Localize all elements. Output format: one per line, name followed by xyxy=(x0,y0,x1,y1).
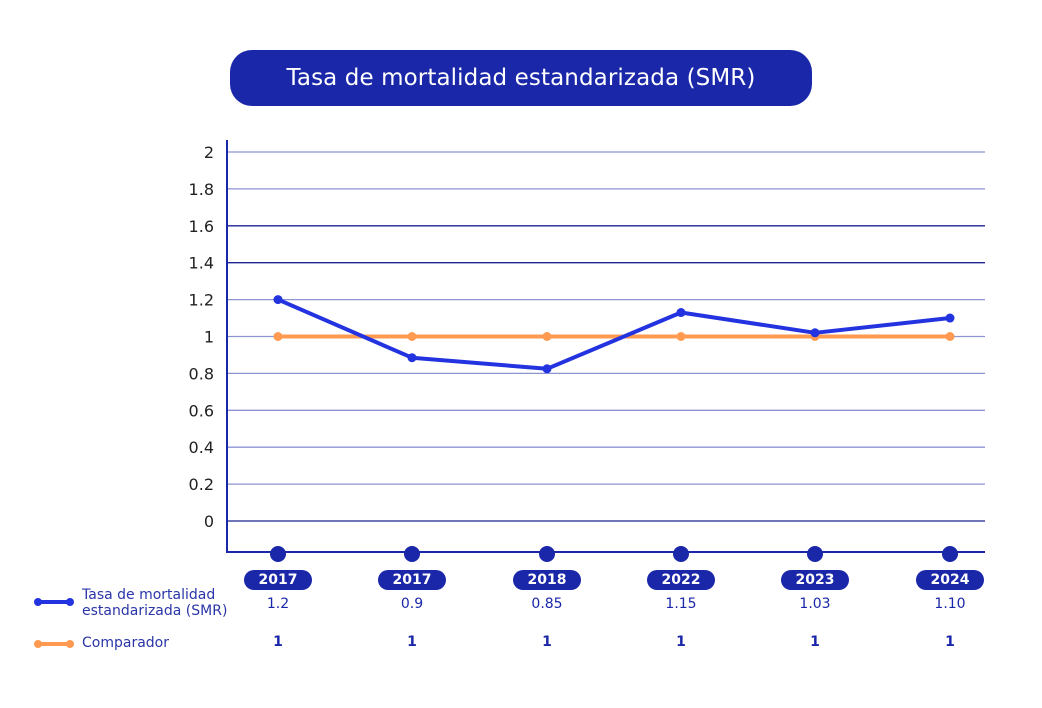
data-point-comparador xyxy=(676,332,686,341)
x-tick-marker xyxy=(807,546,823,562)
x-tick-label: 2023 xyxy=(781,570,849,590)
y-tick-labels: 2 1.8 1.6 1.4 1.2 1 0.8 0.6 0.4 0.2 0 xyxy=(189,143,214,531)
data-point-comparador xyxy=(273,332,283,341)
x-tick-label: 2017 xyxy=(244,570,312,590)
x-tick-label: 2024 xyxy=(916,570,984,590)
legend-swatch-smr xyxy=(34,598,74,606)
y-tick-label: 1.4 xyxy=(189,254,214,273)
legend-item-smr: Tasa de mortalidad estandarizada (SMR) xyxy=(34,586,256,622)
data-label-comparador: 1 xyxy=(810,634,820,650)
y-tick-label: 0.8 xyxy=(189,364,214,383)
x-tick-label: 2018 xyxy=(513,570,581,590)
data-label-comparador: 1 xyxy=(407,634,417,650)
data-label-smr: 1.03 xyxy=(799,596,831,612)
y-tick-label: 0 xyxy=(204,512,214,531)
data-label-smr: 1.15 xyxy=(665,596,697,612)
legend-swatch-comparador xyxy=(34,640,74,648)
data-point-smr xyxy=(273,295,283,305)
x-tick-marker xyxy=(270,546,286,562)
data-point-smr xyxy=(810,328,820,338)
data-label-smr: 0.9 xyxy=(400,596,424,612)
chart-title: Tasa de mortalidad estandarizada (SMR) xyxy=(230,50,812,106)
data-label-comparador: 1 xyxy=(945,634,955,650)
data-label-smr: 0.85 xyxy=(531,596,563,612)
legend-label-comparador: Comparador xyxy=(82,635,169,651)
data-label-comparador: 1 xyxy=(273,634,283,650)
data-point-smr xyxy=(407,353,417,363)
data-label-smr: 1.2 xyxy=(266,596,290,612)
x-tick-label: 2022 xyxy=(647,570,715,590)
y-tick-label: 0.2 xyxy=(189,475,214,494)
data-point-smr xyxy=(945,313,955,323)
series-lines xyxy=(273,295,955,374)
data-label-comparador: 1 xyxy=(542,634,552,650)
y-tick-label: 1.8 xyxy=(189,180,214,199)
x-tick-label: 2017 xyxy=(378,570,446,590)
legend-label-smr: Tasa de mortalidad estandarizada (SMR) xyxy=(82,587,228,619)
y-tick-label: 1.6 xyxy=(189,217,214,236)
x-tick-marker xyxy=(539,546,555,562)
data-point-smr xyxy=(676,308,686,318)
data-point-comparador xyxy=(407,332,417,341)
y-tick-label: 1.2 xyxy=(189,291,214,310)
data-label-smr: 1.10 xyxy=(934,596,966,612)
x-tick-marker xyxy=(404,546,420,562)
data-point-comparador xyxy=(542,332,552,341)
y-tick-label: 1 xyxy=(204,328,214,347)
data-label-comparador: 1 xyxy=(676,634,686,650)
x-tick-marker xyxy=(673,546,689,562)
x-tick-marker xyxy=(942,546,958,562)
y-tick-label: 2 xyxy=(204,143,214,162)
series-line-smr xyxy=(277,297,951,371)
legend-item-comparador: Comparador xyxy=(34,635,256,653)
data-point-comparador xyxy=(945,332,955,341)
axes xyxy=(226,140,985,562)
y-tick-label: 0.4 xyxy=(189,438,214,457)
data-point-smr xyxy=(542,364,552,374)
y-tick-label: 0.6 xyxy=(189,401,214,420)
